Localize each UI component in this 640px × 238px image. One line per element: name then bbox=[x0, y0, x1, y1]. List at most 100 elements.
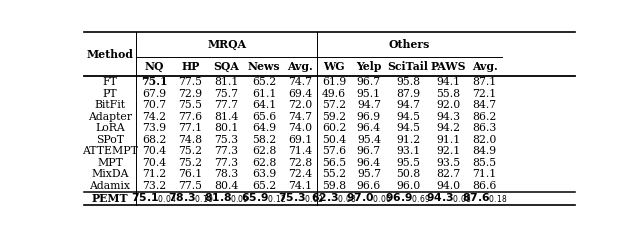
Text: 95.1: 95.1 bbox=[357, 89, 381, 99]
Text: 56.5: 56.5 bbox=[322, 158, 346, 168]
Text: 74.7: 74.7 bbox=[288, 77, 312, 87]
Text: 94.5: 94.5 bbox=[396, 112, 420, 122]
Text: 60.2: 60.2 bbox=[322, 123, 346, 133]
Text: 92.0: 92.0 bbox=[436, 100, 461, 110]
Text: 95.7: 95.7 bbox=[357, 169, 381, 179]
Text: 71.1: 71.1 bbox=[472, 169, 497, 179]
Text: 71.4: 71.4 bbox=[288, 146, 312, 156]
Text: 75.3: 75.3 bbox=[214, 135, 239, 145]
Text: 92.1: 92.1 bbox=[436, 146, 461, 156]
Text: 94.3: 94.3 bbox=[436, 112, 461, 122]
Text: $\mathbf{65.9}_{0.12}$: $\mathbf{65.9}_{0.12}$ bbox=[241, 192, 287, 205]
Text: $\mathbf{81.8}_{0.09}$: $\mathbf{81.8}_{0.09}$ bbox=[204, 192, 249, 205]
Text: 73.2: 73.2 bbox=[142, 181, 166, 191]
Text: 70.4: 70.4 bbox=[142, 158, 166, 168]
Text: 77.6: 77.6 bbox=[179, 112, 202, 122]
Text: 77.5: 77.5 bbox=[179, 77, 202, 87]
Text: 80.1: 80.1 bbox=[214, 123, 239, 133]
Text: 86.3: 86.3 bbox=[472, 123, 497, 133]
Text: 77.3: 77.3 bbox=[214, 158, 239, 168]
Text: 76.1: 76.1 bbox=[178, 169, 202, 179]
Text: 61.1: 61.1 bbox=[252, 89, 276, 99]
Text: 73.9: 73.9 bbox=[142, 123, 166, 133]
Text: 69.4: 69.4 bbox=[288, 89, 312, 99]
Text: 65.2: 65.2 bbox=[252, 77, 276, 87]
Text: 65.2: 65.2 bbox=[252, 181, 276, 191]
Text: Avg.: Avg. bbox=[287, 61, 313, 72]
Text: MRQA: MRQA bbox=[207, 39, 246, 50]
Text: 93.1: 93.1 bbox=[396, 146, 420, 156]
Text: 57.6: 57.6 bbox=[322, 146, 346, 156]
Text: 78.3: 78.3 bbox=[214, 169, 239, 179]
Text: 72.1: 72.1 bbox=[472, 89, 497, 99]
Text: 65.6: 65.6 bbox=[252, 112, 276, 122]
Text: 58.2: 58.2 bbox=[252, 135, 276, 145]
Text: $\mathbf{94.3}_{0.08}$: $\mathbf{94.3}_{0.08}$ bbox=[426, 192, 471, 205]
Text: 50.8: 50.8 bbox=[396, 169, 420, 179]
Text: $\mathbf{96.9}_{0.69}$: $\mathbf{96.9}_{0.69}$ bbox=[385, 192, 431, 205]
Text: 84.9: 84.9 bbox=[473, 146, 497, 156]
Text: 64.9: 64.9 bbox=[252, 123, 276, 133]
Text: FT: FT bbox=[102, 77, 118, 87]
Text: 96.0: 96.0 bbox=[396, 181, 420, 191]
Text: 84.7: 84.7 bbox=[473, 100, 497, 110]
Text: MPT: MPT bbox=[97, 158, 123, 168]
Text: $\mathbf{75.3}_{0.02}$: $\mathbf{75.3}_{0.02}$ bbox=[278, 192, 323, 205]
Text: 62.8: 62.8 bbox=[252, 158, 276, 168]
Text: 55.2: 55.2 bbox=[322, 169, 346, 179]
Text: 75.7: 75.7 bbox=[214, 89, 239, 99]
Text: PT: PT bbox=[102, 89, 117, 99]
Text: 96.7: 96.7 bbox=[357, 77, 381, 87]
Text: 55.8: 55.8 bbox=[436, 89, 461, 99]
Text: 69.1: 69.1 bbox=[288, 135, 312, 145]
Text: Method: Method bbox=[86, 49, 134, 60]
Text: Adamix: Adamix bbox=[90, 181, 131, 191]
Text: 75.2: 75.2 bbox=[179, 146, 202, 156]
Text: 81.1: 81.1 bbox=[214, 77, 239, 87]
Text: SciTail: SciTail bbox=[388, 61, 429, 72]
Text: 72.4: 72.4 bbox=[288, 169, 312, 179]
Text: SQA: SQA bbox=[214, 61, 239, 72]
Text: 77.7: 77.7 bbox=[214, 100, 239, 110]
Text: Yelp: Yelp bbox=[356, 61, 381, 72]
Text: 62.8: 62.8 bbox=[252, 146, 276, 156]
Text: 87.9: 87.9 bbox=[396, 89, 420, 99]
Text: 70.7: 70.7 bbox=[142, 100, 166, 110]
Text: 68.2: 68.2 bbox=[142, 135, 166, 145]
Text: 50.4: 50.4 bbox=[322, 135, 346, 145]
Text: 85.5: 85.5 bbox=[473, 158, 497, 168]
Text: 67.9: 67.9 bbox=[142, 89, 166, 99]
Text: 96.6: 96.6 bbox=[356, 181, 381, 191]
Text: 74.0: 74.0 bbox=[288, 123, 312, 133]
Text: 61.9: 61.9 bbox=[322, 77, 346, 87]
Text: 96.4: 96.4 bbox=[357, 158, 381, 168]
Text: Avg.: Avg. bbox=[472, 61, 498, 72]
Text: 94.1: 94.1 bbox=[436, 77, 461, 87]
Text: 64.1: 64.1 bbox=[252, 100, 276, 110]
Text: ATTEMPT: ATTEMPT bbox=[82, 146, 138, 156]
Text: 77.5: 77.5 bbox=[179, 181, 202, 191]
Text: News: News bbox=[248, 61, 280, 72]
Text: 74.1: 74.1 bbox=[288, 181, 312, 191]
Text: PAWS: PAWS bbox=[431, 61, 467, 72]
Text: LoRA: LoRA bbox=[95, 123, 125, 133]
Text: 86.6: 86.6 bbox=[472, 181, 497, 191]
Text: NQ: NQ bbox=[145, 61, 164, 72]
Text: 82.0: 82.0 bbox=[472, 135, 497, 145]
Text: 75.2: 75.2 bbox=[179, 158, 202, 168]
Text: $\mathbf{97.0}_{0.06}$: $\mathbf{97.0}_{0.06}$ bbox=[346, 192, 392, 205]
Text: 77.3: 77.3 bbox=[214, 146, 239, 156]
Text: Others: Others bbox=[388, 39, 430, 50]
Text: 71.2: 71.2 bbox=[142, 169, 166, 179]
Text: SPoT: SPoT bbox=[96, 135, 124, 145]
Text: 94.0: 94.0 bbox=[436, 181, 461, 191]
Text: 72.0: 72.0 bbox=[288, 100, 312, 110]
Text: $\mathbf{78.3}_{0.10}$: $\mathbf{78.3}_{0.10}$ bbox=[168, 192, 213, 205]
Text: 86.2: 86.2 bbox=[472, 112, 497, 122]
Text: 57.2: 57.2 bbox=[322, 100, 346, 110]
Text: 59.2: 59.2 bbox=[322, 112, 346, 122]
Text: 81.4: 81.4 bbox=[214, 112, 239, 122]
Text: 96.4: 96.4 bbox=[357, 123, 381, 133]
Text: 95.5: 95.5 bbox=[396, 158, 420, 168]
Text: $\mathbf{75.1}_{0.04}$: $\mathbf{75.1}_{0.04}$ bbox=[131, 192, 177, 205]
